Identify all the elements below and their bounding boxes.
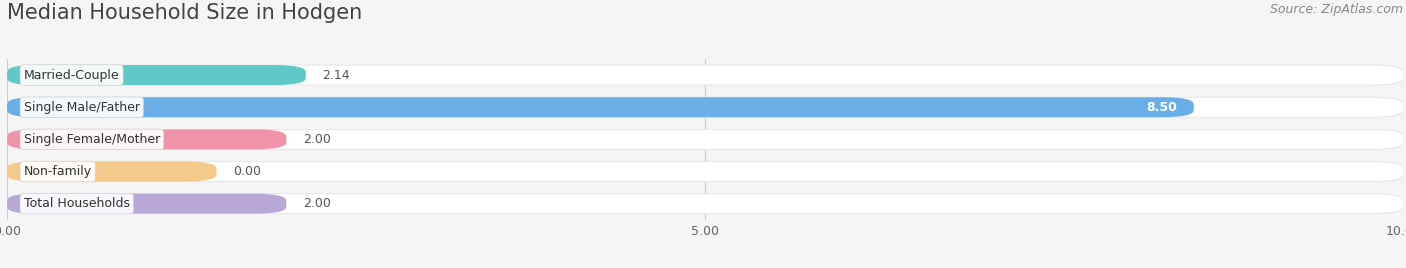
Text: Married-Couple: Married-Couple [24,69,120,81]
Text: Single Male/Father: Single Male/Father [24,101,139,114]
Text: 2.14: 2.14 [322,69,350,81]
Text: Median Household Size in Hodgen: Median Household Size in Hodgen [7,3,363,23]
FancyBboxPatch shape [7,97,1194,117]
Text: 2.00: 2.00 [304,197,330,210]
Text: Non-family: Non-family [24,165,91,178]
FancyBboxPatch shape [7,97,1403,117]
FancyBboxPatch shape [7,65,1403,85]
FancyBboxPatch shape [7,65,307,85]
Text: Single Female/Mother: Single Female/Mother [24,133,160,146]
Text: 2.00: 2.00 [304,133,330,146]
FancyBboxPatch shape [7,162,217,181]
FancyBboxPatch shape [7,194,1403,214]
FancyBboxPatch shape [7,129,1403,149]
Text: Total Households: Total Households [24,197,129,210]
FancyBboxPatch shape [7,162,1403,181]
Text: Source: ZipAtlas.com: Source: ZipAtlas.com [1270,3,1403,16]
FancyBboxPatch shape [7,194,287,214]
FancyBboxPatch shape [7,129,287,149]
Text: 8.50: 8.50 [1146,101,1177,114]
Text: 0.00: 0.00 [233,165,262,178]
